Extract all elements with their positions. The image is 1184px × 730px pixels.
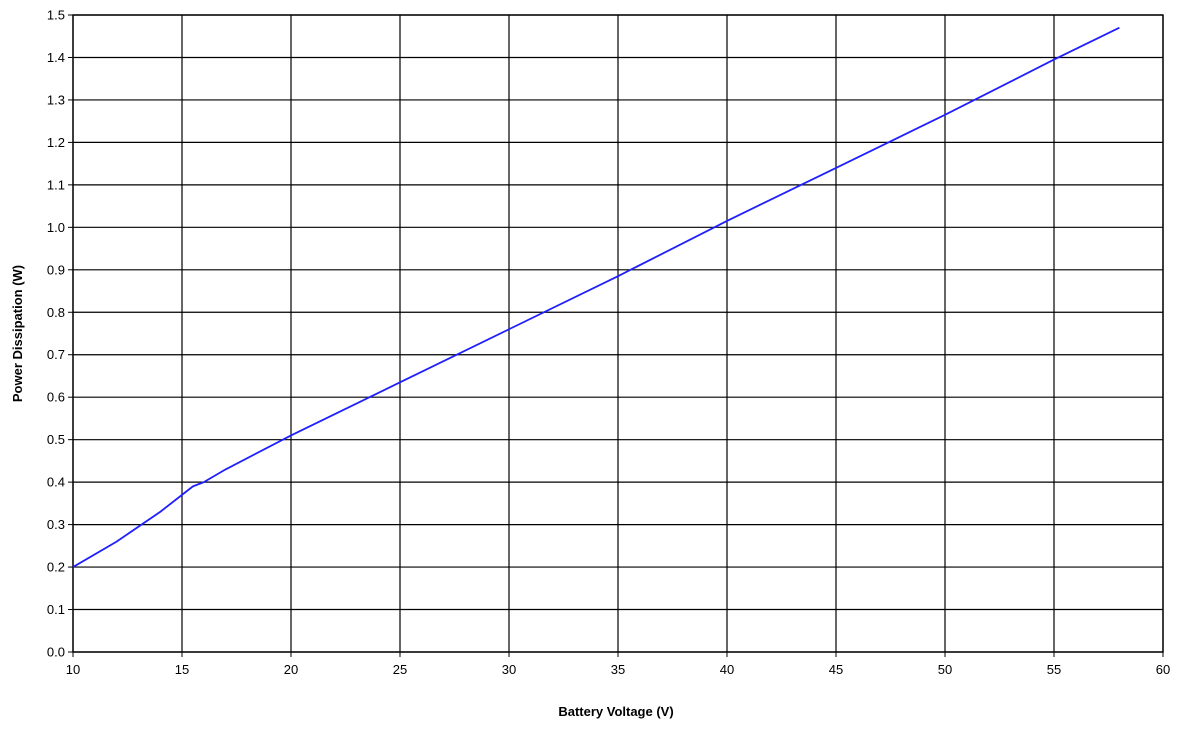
x-tick-label: 40 [720,662,734,677]
y-tick-label: 1.4 [47,50,65,65]
x-axis-title: Battery Voltage (V) [558,704,673,719]
x-tick-label: 45 [829,662,843,677]
x-tick-label: 10 [66,662,80,677]
x-tick-label: 20 [284,662,298,677]
y-tick-label: 1.1 [47,177,65,192]
x-tick-label: 35 [611,662,625,677]
x-tick-label: 50 [938,662,952,677]
y-tick-label: 0.9 [47,262,65,277]
y-tick-label: 1.0 [47,220,65,235]
x-tick-label: 55 [1047,662,1061,677]
y-tick-label: 1.3 [47,92,65,107]
y-tick-label: 0.6 [47,390,65,405]
plot-area-frame [72,14,1164,653]
y-tick-label: 0.7 [47,347,65,362]
x-tick-label: 15 [175,662,189,677]
y-tick-label: 0.8 [47,305,65,320]
y-tick-label: 0.3 [47,517,65,532]
y-tick-label: 1.2 [47,135,65,150]
y-tick-label: 1.5 [47,8,65,23]
x-tick-label: 30 [502,662,516,677]
y-tick-label: 0.5 [47,432,65,447]
y-axis-title: Power Dissipation (W) [10,265,25,402]
series-line [72,26,1120,568]
x-tick-label: 25 [393,662,407,677]
y-tick-label: 0.1 [47,602,65,617]
y-tick-label: 0.0 [47,645,65,660]
y-tick-label: 0.2 [47,560,65,575]
y-tick-label: 0.4 [47,475,65,490]
x-tick-label: 60 [1156,662,1170,677]
